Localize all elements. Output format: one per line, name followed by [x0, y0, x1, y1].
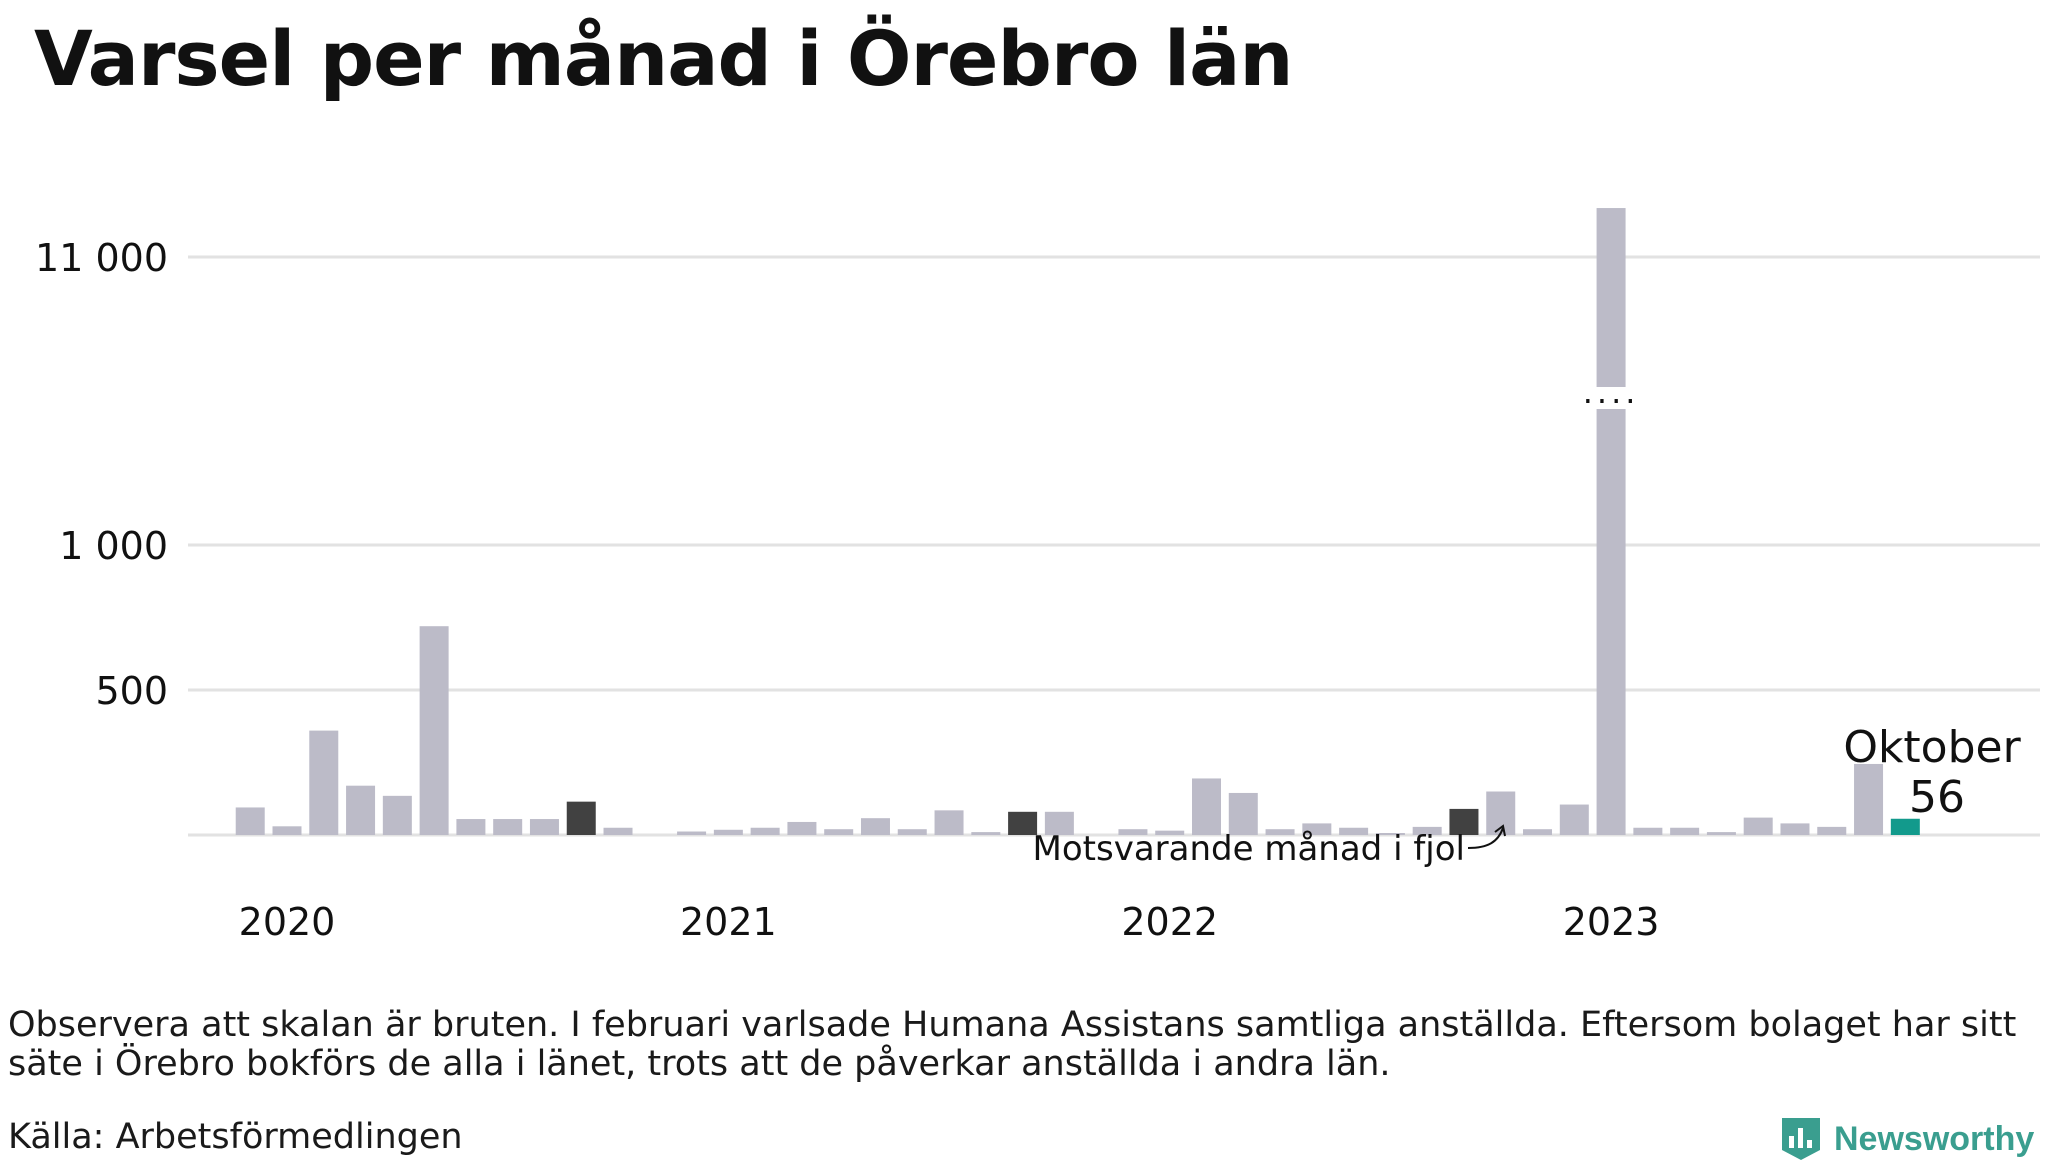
previous-year-annotation: Motsvarande månad i fjol: [1033, 829, 1465, 869]
bar: [493, 819, 523, 835]
x-tick-label: 2022: [1121, 900, 1218, 944]
bar-previous-year: [566, 801, 596, 835]
bar: [1817, 826, 1847, 835]
bar: [1339, 827, 1369, 835]
chart-title: Varsel per månad i Örebro län: [34, 14, 1293, 103]
bar: [824, 829, 854, 835]
current-value-label: 56: [1909, 772, 1965, 823]
y-axis-ticks: 500 1 000 11 000: [35, 236, 168, 713]
bar: [677, 831, 707, 835]
bar: [1854, 763, 1884, 835]
source-label: Källa: Arbetsförmedlingen: [8, 1117, 463, 1157]
bar: [1265, 829, 1295, 835]
bar-previous-year: [1008, 811, 1038, 835]
bar: [1706, 832, 1736, 835]
bar: [309, 730, 339, 835]
bar: [346, 785, 376, 835]
bar: [419, 626, 449, 835]
bar: [272, 826, 302, 835]
brand-name: Newsworthy: [1834, 1119, 2035, 1158]
scale-break: ....: [1583, 373, 1640, 411]
bar: [1743, 817, 1773, 835]
annotations: Motsvarande månad i fjol Oktober 56: [1033, 722, 2022, 869]
bar: [456, 819, 486, 835]
bar-chart: 500 1 000 11 000 .... 2020 2021 2022 2023 Mot…: [35, 208, 2040, 944]
bar: [529, 819, 559, 835]
bar: [787, 821, 817, 835]
bar: [1559, 804, 1589, 835]
bar: [750, 827, 780, 835]
x-tick-label: 2021: [680, 900, 777, 944]
break-gap: [1587, 387, 1636, 409]
brand-logo: Newsworthy: [1780, 1116, 2034, 1162]
bar: [971, 832, 1001, 835]
bar: [603, 827, 633, 835]
bar: [1228, 792, 1258, 835]
bar: [897, 829, 927, 835]
current-month-label: Oktober: [1843, 722, 2021, 773]
bar: [1780, 823, 1810, 835]
gridlines: [188, 255, 2040, 837]
newsworthy-logo-icon: [1782, 1118, 1820, 1160]
y-tick-label: 11 000: [35, 236, 168, 280]
x-axis-ticks: 2020 2021 2022 2023: [239, 900, 1660, 944]
bar: [1192, 778, 1221, 835]
y-tick-label: 500: [95, 669, 168, 713]
bar: [235, 807, 265, 835]
bar: [1670, 827, 1700, 835]
bar: [382, 795, 412, 835]
bar: [1302, 823, 1332, 835]
bar: [934, 810, 964, 835]
bar: [1633, 827, 1663, 835]
bar: [1412, 826, 1442, 835]
bar-previous-year: [1449, 808, 1479, 835]
bar: [1523, 829, 1553, 835]
bar: [1596, 208, 1626, 836]
x-tick-label: 2020: [239, 900, 336, 944]
bar: [713, 829, 743, 835]
previous-year-arrow: [1467, 827, 1504, 849]
bar: [860, 818, 890, 835]
previous-year-arrowhead: [1494, 824, 1506, 837]
chart-note: Observera att skalan är bruten. I februa…: [8, 1005, 2017, 1084]
break-marker: ....: [1583, 373, 1640, 411]
bar-current-month: [1890, 818, 1920, 835]
bar: [1118, 829, 1148, 835]
bar: [1044, 811, 1074, 835]
y-tick-label: 1 000: [59, 524, 168, 568]
bar: [1375, 833, 1405, 835]
x-tick-label: 2023: [1563, 900, 1660, 944]
bars: [235, 208, 1920, 836]
bar: [1155, 830, 1185, 835]
